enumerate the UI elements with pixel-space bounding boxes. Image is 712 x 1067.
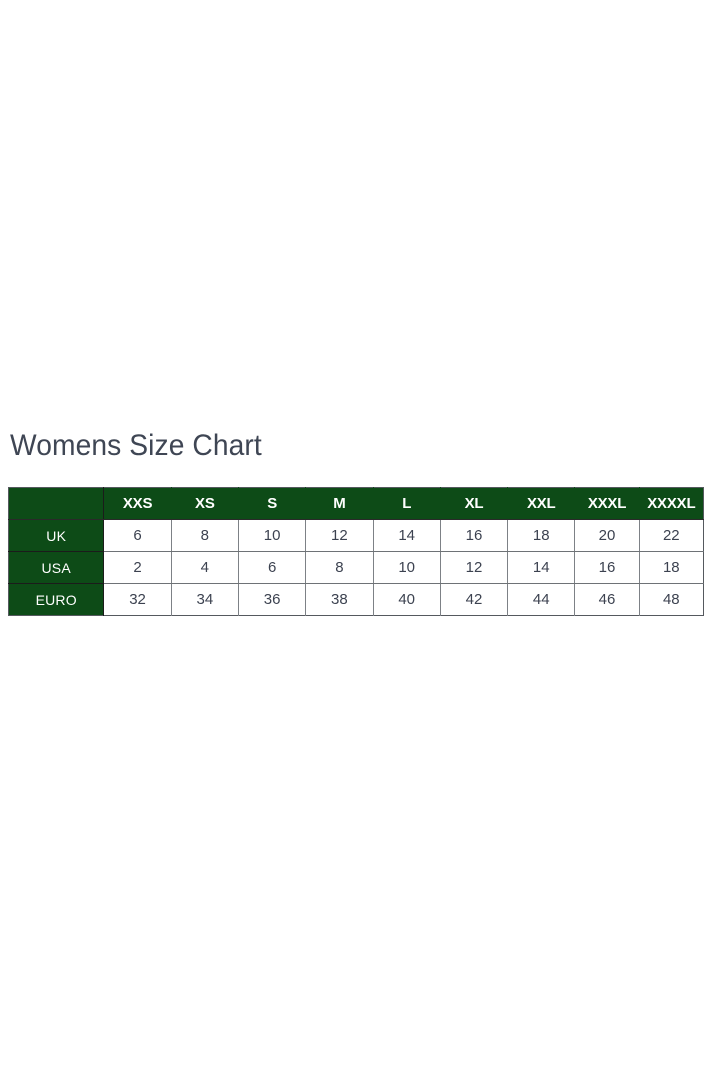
column-header-xxl: XXL: [507, 487, 576, 520]
cell-uk-xl: 16: [440, 519, 509, 552]
cell-usa-xxxxl: 18: [639, 551, 704, 584]
cell-uk-l: 14: [373, 519, 441, 552]
cell-euro-xxxl: 46: [574, 583, 640, 616]
table-corner-cell: [8, 487, 105, 520]
column-header-xl: XL: [440, 487, 509, 520]
cell-usa-xs: 4: [171, 551, 239, 584]
table-row-euro: EURO 32 34 36 38 40 42 44 46 48: [8, 583, 704, 616]
cell-uk-xxxl: 20: [574, 519, 640, 552]
cell-euro-s: 36: [238, 583, 307, 616]
page-title: Womens Size Chart: [10, 429, 262, 462]
cell-euro-l: 40: [373, 583, 441, 616]
table-row-usa: USA 2 4 6 8 10 12 14 16 18: [8, 551, 704, 584]
column-header-xxxl: XXXL: [574, 487, 640, 520]
cell-uk-xxxxl: 22: [639, 519, 704, 552]
row-label-euro: EURO: [8, 583, 105, 616]
cell-uk-xxl: 18: [507, 519, 576, 552]
cell-euro-xs: 34: [171, 583, 239, 616]
cell-usa-s: 6: [238, 551, 307, 584]
cell-euro-m: 38: [305, 583, 374, 616]
cell-usa-xxs: 2: [103, 551, 172, 584]
cell-usa-xl: 12: [440, 551, 509, 584]
cell-euro-xxl: 44: [507, 583, 576, 616]
size-chart-table: XXS XS S M L XL XXL XXXL XXXXL UK 6 8 10: [8, 487, 704, 616]
column-header-xxs: XXS: [103, 487, 172, 520]
column-header-m: M: [305, 487, 374, 520]
column-header-s: S: [238, 487, 307, 520]
cell-euro-xl: 42: [440, 583, 509, 616]
cell-uk-xxs: 6: [103, 519, 172, 552]
cell-usa-xxxl: 16: [574, 551, 640, 584]
size-chart-table-container: XXS XS S M L XL XXL XXXL XXXXL UK 6 8 10: [8, 487, 704, 616]
cell-uk-m: 12: [305, 519, 374, 552]
column-header-xs: XS: [171, 487, 239, 520]
cell-euro-xxs: 32: [103, 583, 172, 616]
cell-euro-xxxxl: 48: [639, 583, 704, 616]
column-header-l: L: [373, 487, 441, 520]
table-row-uk: UK 6 8 10 12 14 16 18 20 22: [8, 519, 704, 552]
cell-usa-l: 10: [373, 551, 441, 584]
column-header-xxxxl: XXXXL: [639, 487, 704, 520]
cell-uk-s: 10: [238, 519, 307, 552]
cell-usa-m: 8: [305, 551, 374, 584]
cell-uk-xs: 8: [171, 519, 239, 552]
row-label-uk: UK: [8, 519, 105, 552]
table-header-row: XXS XS S M L XL XXL XXXL XXXXL: [8, 487, 704, 520]
cell-usa-xxl: 14: [507, 551, 576, 584]
row-label-usa: USA: [8, 551, 105, 584]
